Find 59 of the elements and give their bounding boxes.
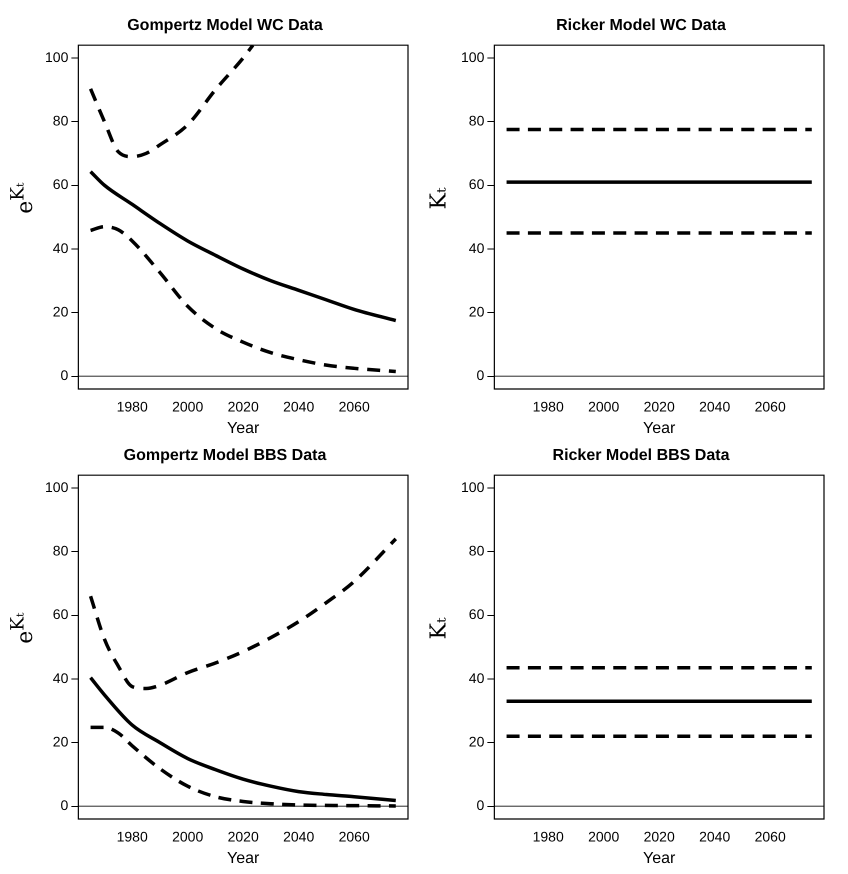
y-tick-label: 60 [52, 176, 69, 192]
x-tick-label: 2020 [228, 828, 259, 844]
x-axis-title: Year [643, 850, 676, 867]
y-tick-label: 100 [461, 478, 485, 495]
x-axis-title: Year [643, 420, 676, 437]
x-tick-label: 1980 [116, 398, 148, 414]
x-axis-title: Year [227, 850, 260, 867]
y-axis-title: Kₜ [426, 187, 452, 209]
y-tick-label: 80 [468, 542, 485, 558]
y-tick-label: 20 [468, 303, 485, 320]
x-tick-label: 2000 [172, 828, 204, 844]
y-tick-label: 0 [476, 367, 485, 384]
chart-title: Gompertz Model BBS Data [124, 447, 326, 464]
x-tick-label: 2040 [699, 398, 730, 414]
x-tick-label: 2020 [644, 398, 675, 414]
x-tick-label: 2040 [699, 828, 730, 844]
y-tick-label: 100 [45, 48, 69, 65]
x-tick-label: 2060 [754, 398, 786, 414]
y-tick-label: 80 [468, 112, 485, 128]
line-series [88, 170, 398, 322]
y-tick-label: 0 [476, 797, 485, 814]
line-series [88, 224, 398, 374]
y-tick-label: 20 [52, 303, 69, 320]
y-tick-label: 80 [52, 542, 69, 558]
y-tick-label: 60 [52, 606, 69, 622]
chart-title: Gompertz Model WC Data [127, 17, 323, 34]
line-series [88, 726, 398, 808]
y-tick-label: 60 [468, 176, 485, 192]
x-axis-title: Year [227, 420, 260, 437]
y-tick-label: 0 [60, 797, 69, 814]
x-tick-label: 1980 [532, 828, 564, 844]
y-tick-label: 80 [52, 112, 69, 128]
line-series [88, 537, 398, 690]
x-tick-label: 2060 [338, 828, 370, 844]
y-tick-label: 40 [468, 240, 485, 256]
x-tick-label: 1980 [116, 828, 148, 844]
y-tick-label: 40 [52, 240, 69, 256]
y-axis-title: Kₜ [426, 617, 452, 639]
x-tick-label: 2020 [644, 828, 675, 844]
y-tick-label: 100 [461, 48, 485, 65]
y-tick-label: 20 [468, 733, 485, 750]
y-tick-label: 100 [45, 478, 69, 495]
y-tick-label: 40 [468, 670, 485, 686]
x-tick-label: 2000 [588, 398, 620, 414]
chart-title: Ricker Model WC Data [556, 17, 726, 34]
line-series [88, 676, 398, 802]
x-tick-label: 2040 [283, 398, 314, 414]
x-tick-label: 2060 [338, 398, 370, 414]
x-tick-label: 2000 [172, 398, 204, 414]
x-tick-label: 2040 [283, 828, 314, 844]
y-tick-label: 20 [52, 733, 69, 750]
x-tick-label: 2060 [754, 828, 786, 844]
x-tick-label: 1980 [532, 398, 564, 414]
x-tick-label: 2000 [588, 828, 620, 844]
chart-title: Ricker Model BBS Data [552, 447, 730, 464]
y-tick-label: 60 [468, 606, 485, 622]
y-tick-label: 0 [60, 367, 69, 384]
x-tick-label: 2020 [228, 398, 259, 414]
y-tick-label: 40 [52, 670, 69, 686]
